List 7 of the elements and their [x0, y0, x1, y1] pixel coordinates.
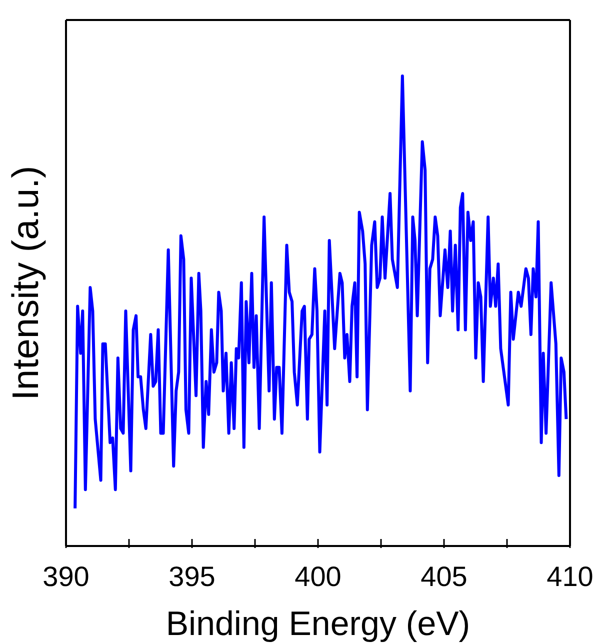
x-axis-title: Binding Energy (eV) — [166, 605, 470, 643]
x-tick-label: 395 — [168, 561, 216, 592]
x-tick-label: 405 — [420, 561, 468, 592]
x-tick-label: 390 — [42, 561, 90, 592]
x-tick-label: 410 — [546, 561, 594, 592]
y-axis-title: Intensity (a.u.) — [5, 166, 46, 400]
x-tick-label: 400 — [294, 561, 342, 592]
